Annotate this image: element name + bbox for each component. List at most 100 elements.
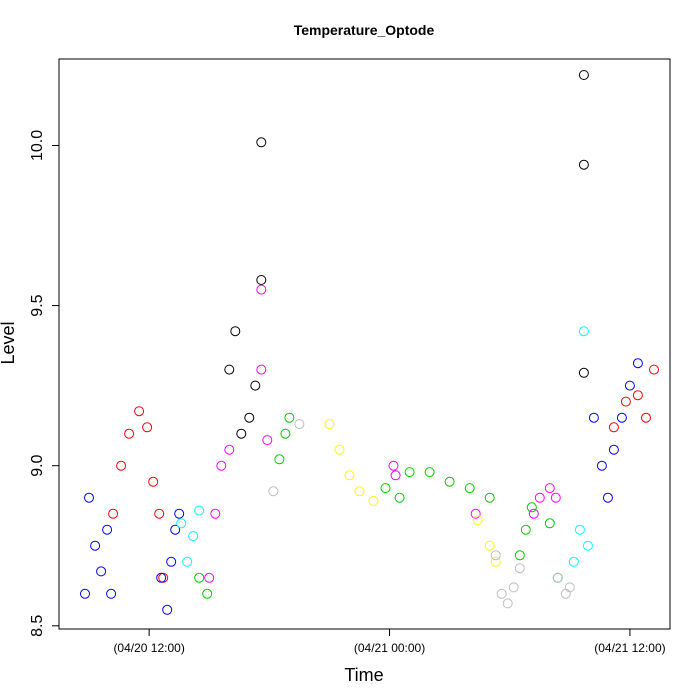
x-tick-label: (04/21 12:00) [594,641,665,655]
data-point [404,467,415,478]
data-point [588,412,599,423]
data-point [444,476,455,487]
data-point [182,556,193,567]
data-point [641,412,651,423]
data-point [204,572,215,583]
series-5 [204,444,235,583]
data-point [344,470,355,481]
data-point [154,508,165,519]
data-point [116,460,127,471]
data-point [514,563,525,574]
data-point [388,460,399,471]
data-point [230,326,241,337]
data-point [176,518,187,529]
data-point [582,540,593,551]
data-point [142,422,153,433]
data-point [552,572,563,583]
data-point [108,508,119,519]
data-point [368,495,379,506]
series-2 [156,508,185,615]
data-point [210,508,221,519]
series-18 [568,326,593,567]
series-21 [608,364,659,433]
y-tick-label: 8.5 [29,615,46,637]
data-point [202,588,213,599]
data-point [560,588,571,599]
series-8 [268,419,305,497]
series-13 [472,515,501,567]
data-point [84,492,94,503]
data-point [170,524,181,535]
series-16 [528,483,561,519]
series-6 [224,137,267,439]
data-point [354,486,365,497]
data-point [578,70,589,80]
data-point [490,556,501,567]
data-point [194,505,205,516]
y-tick-label: 9.5 [29,294,46,316]
x-tick-label: (04/20 12:00) [113,641,184,655]
data-point [256,275,267,285]
y-axis-label: Level [0,321,18,364]
series-0 [80,492,117,599]
data-point [274,454,285,465]
y-tick-label: 10.0 [29,130,46,161]
data-point [578,159,589,170]
data-point [174,508,185,519]
data-point [106,588,117,599]
data-points [80,70,659,615]
data-point [608,422,619,433]
series-20 [588,358,643,503]
series-14 [490,550,525,609]
series-3 [176,505,205,567]
data-point [394,492,405,503]
data-point [124,428,135,439]
data-point [96,566,107,577]
data-point [250,380,261,391]
data-point [526,502,537,513]
series-7 [256,284,273,446]
data-point [568,556,579,567]
data-point [496,588,507,599]
data-point [490,550,501,561]
data-point [236,428,247,439]
data-point [194,572,205,583]
y-axis: 8.5 9.0 9.5 10.0 [29,130,59,637]
data-point [544,483,555,494]
series-10 [324,419,379,506]
data-point [472,515,483,526]
data-point [268,486,279,497]
data-point [544,518,555,529]
series-4 [194,572,213,599]
data-point [134,406,145,417]
data-point [470,508,481,519]
plot-frame [58,58,671,630]
series-15 [514,502,563,583]
data-point [216,460,227,471]
data-point [424,467,435,478]
data-point [162,604,173,615]
data-point [158,572,169,583]
series-17 [552,572,575,599]
series-11 [380,467,495,503]
data-point [632,390,643,401]
data-point [90,540,101,551]
data-point [508,582,519,593]
data-point [520,524,531,535]
data-point [380,483,391,494]
data-point [632,358,643,369]
data-point [148,476,159,487]
data-point [624,380,635,391]
data-point [620,396,631,407]
data-point [596,460,607,471]
x-tick-label: (04/21 00:00) [354,641,425,655]
data-point [188,531,199,542]
data-point [284,412,295,423]
data-point [574,524,585,535]
data-point [80,588,90,599]
data-point [256,137,267,148]
data-point [550,492,561,503]
data-point [294,419,305,430]
data-point [156,572,167,583]
